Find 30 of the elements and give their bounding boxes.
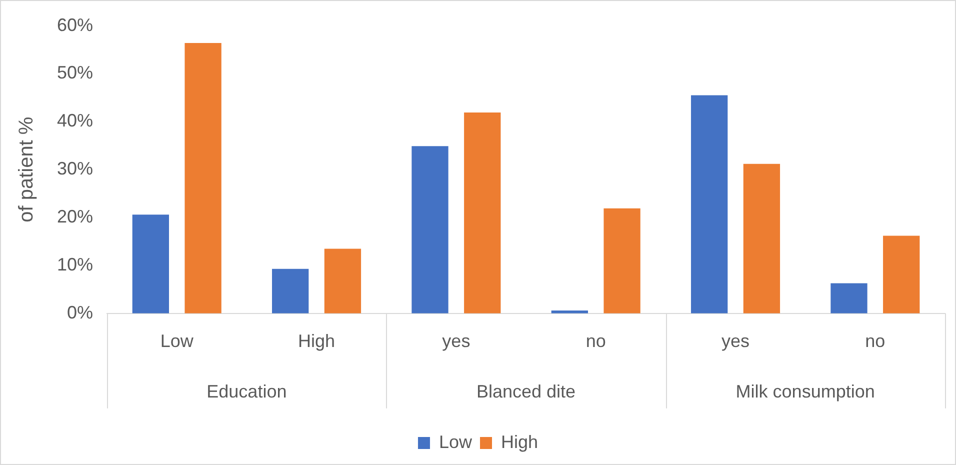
bar bbox=[324, 248, 362, 314]
x-tick-label: High bbox=[298, 331, 336, 352]
bar bbox=[830, 283, 868, 314]
y-axis-title: of patient % bbox=[16, 116, 38, 222]
bar bbox=[412, 146, 448, 314]
bar bbox=[132, 214, 169, 314]
bar bbox=[184, 43, 222, 314]
text: Blanced dite bbox=[476, 381, 576, 402]
y-tick-label: 10% bbox=[56, 254, 94, 274]
bar bbox=[690, 95, 728, 314]
y-tick-label: 30% bbox=[56, 158, 94, 179]
bar bbox=[743, 164, 780, 314]
bar bbox=[464, 112, 501, 314]
y-tick-label: 60% bbox=[56, 14, 94, 35]
y-tick-label: 50% bbox=[56, 62, 94, 83]
legend-label: High bbox=[501, 432, 538, 452]
y-tick-label: 0% bbox=[67, 302, 94, 322]
bar bbox=[604, 208, 640, 314]
y-tick-label: 20% bbox=[56, 206, 94, 226]
x-tick-label: yes bbox=[442, 331, 470, 352]
legend-label: Low bbox=[438, 432, 473, 452]
x-tick-label: yes bbox=[722, 331, 750, 352]
bar bbox=[883, 236, 920, 314]
x-tick-label: no bbox=[865, 331, 886, 352]
y-tick-label: 40% bbox=[56, 110, 94, 131]
text: Milk consumption bbox=[736, 381, 875, 402]
text: Education bbox=[206, 381, 287, 402]
x-tick-label: no bbox=[586, 331, 606, 352]
x-tick-label: Low bbox=[160, 331, 194, 352]
bar bbox=[272, 268, 309, 314]
